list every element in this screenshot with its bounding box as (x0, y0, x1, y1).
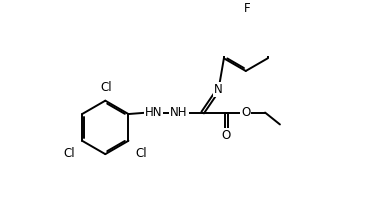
Text: HN: HN (145, 106, 162, 119)
Text: O: O (241, 106, 250, 119)
Text: N: N (214, 83, 223, 96)
Text: NH: NH (170, 106, 188, 119)
Text: Cl: Cl (100, 81, 112, 94)
Text: O: O (222, 129, 231, 142)
Text: Cl: Cl (136, 147, 148, 160)
Text: F: F (244, 2, 251, 15)
Text: Cl: Cl (63, 147, 75, 160)
